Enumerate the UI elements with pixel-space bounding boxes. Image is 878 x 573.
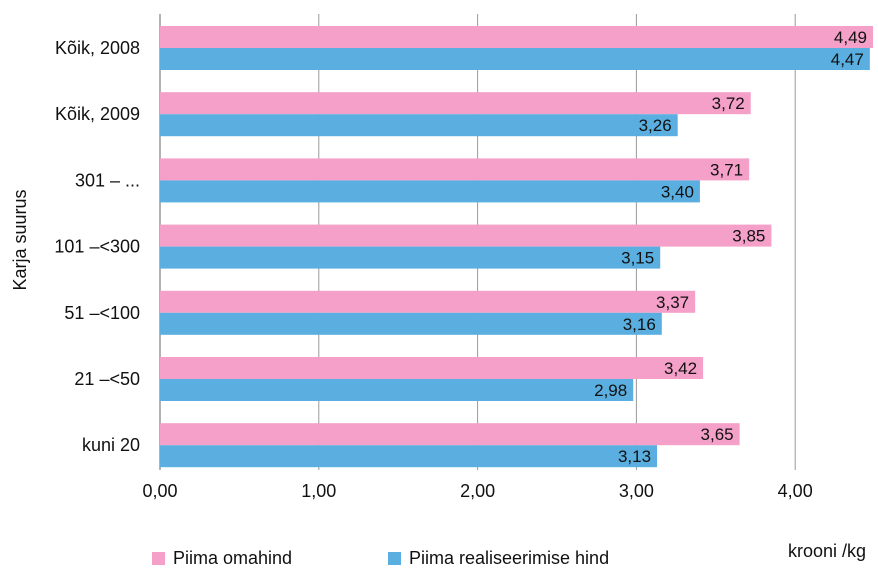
bar-omahind xyxy=(160,224,772,247)
data-label: 3,42 xyxy=(664,359,697,378)
bar-realiseerimise-hind xyxy=(160,312,662,335)
bar-realiseerimise-hind xyxy=(160,445,658,468)
x-tick-label: 4,00 xyxy=(778,481,813,501)
category-label: 101 –<300 xyxy=(54,237,140,257)
category-label: 301 – ... xyxy=(75,170,140,190)
data-label: 3,16 xyxy=(623,315,656,334)
bar-realiseerimise-hind xyxy=(160,379,634,401)
x-tick-label: 0,00 xyxy=(142,481,177,501)
data-label: 3,15 xyxy=(621,249,654,268)
data-label: 3,40 xyxy=(661,182,694,201)
legend: Piima omahind Piima realiseerimise hind xyxy=(152,548,609,568)
legend-swatch xyxy=(388,552,401,565)
data-label: 4,47 xyxy=(831,50,864,69)
data-label: 3,26 xyxy=(639,116,672,135)
bar-realiseerimise-hind xyxy=(160,48,870,70)
data-label: 2,98 xyxy=(594,381,627,400)
bar-omahind xyxy=(160,290,696,313)
category-label: Kõik, 2009 xyxy=(55,104,140,124)
legend-label: Piima realiseerimise hind xyxy=(409,548,609,568)
data-label: 3,71 xyxy=(710,160,743,179)
data-label: 3,65 xyxy=(701,425,734,444)
category-label: 51 –<100 xyxy=(64,303,140,323)
category-labels: Kõik, 2008 Kõik, 2009 301 – ... 101 –<300 51… xyxy=(54,38,140,455)
bar-realiseerimise-hind xyxy=(160,180,700,203)
data-label: 3,37 xyxy=(656,293,689,312)
bars: 4,49 4,47 3,72 3,26 3,71 3,40 3,85 3,15 3,373,16… xyxy=(160,26,874,468)
category-label: kuni 20 xyxy=(82,435,140,455)
bar-omahind xyxy=(160,26,874,48)
data-label: 3,13 xyxy=(618,447,651,466)
x-axis-ticks: 0,00 1,00 2,00 3,00 4,00 xyxy=(142,481,812,501)
bar-omahind xyxy=(160,357,704,379)
data-label: 4,49 xyxy=(834,28,867,47)
x-tick-label: 3,00 xyxy=(619,481,654,501)
bar-omahind xyxy=(160,92,751,115)
legend-swatch xyxy=(152,552,165,565)
y-axis-title: Karja suurus xyxy=(10,189,30,290)
data-label: 3,72 xyxy=(712,94,745,113)
legend-label: Piima omahind xyxy=(173,548,292,568)
bar-omahind xyxy=(160,423,740,446)
x-tick-label: 2,00 xyxy=(460,481,495,501)
category-label: Kõik, 2008 xyxy=(55,38,140,58)
x-tick-label: 1,00 xyxy=(301,481,336,501)
x-axis-title: krooni /kg xyxy=(788,541,866,561)
bar-realiseerimise-hind xyxy=(160,246,661,269)
bar-realiseerimise-hind xyxy=(160,114,678,137)
category-label: 21 –<50 xyxy=(74,369,140,389)
data-label: 3,85 xyxy=(732,227,765,246)
bar-omahind xyxy=(160,158,750,181)
